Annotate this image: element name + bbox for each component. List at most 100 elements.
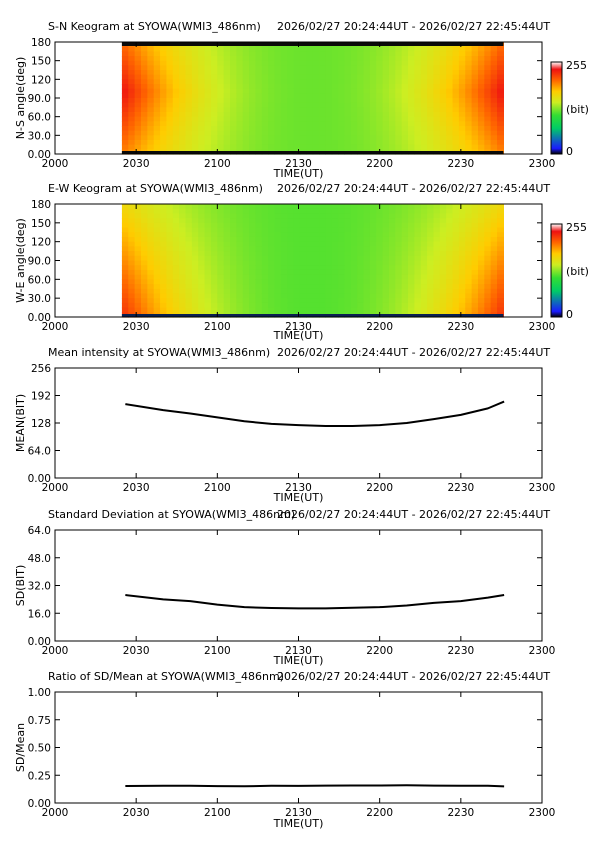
- keogram-cell: [140, 213, 148, 219]
- y-tick-label: 48.0: [28, 553, 51, 565]
- keogram-cell: [287, 126, 295, 132]
- keogram-cell: [331, 112, 339, 118]
- keogram-cell: [204, 102, 212, 108]
- keogram-cell: [452, 116, 460, 122]
- keogram-cell: [299, 241, 307, 247]
- keogram-cell: [134, 279, 142, 285]
- keogram-cell: [249, 102, 257, 108]
- keogram-cell: [121, 241, 129, 247]
- keogram-cell: [344, 79, 352, 85]
- keogram-cell: [465, 265, 473, 271]
- keogram-cell: [185, 298, 193, 304]
- keogram-cell: [242, 227, 250, 233]
- keogram-cell: [140, 302, 148, 309]
- keogram-cell: [299, 88, 307, 94]
- keogram-cell: [204, 232, 212, 238]
- keogram-cell: [166, 232, 174, 238]
- keogram-cell: [191, 74, 199, 80]
- keogram-cell: [452, 218, 460, 224]
- keogram-cell: [198, 227, 206, 233]
- keogram-cell: [242, 260, 250, 266]
- keogram-cell: [121, 98, 129, 104]
- keogram-cell: [242, 65, 250, 71]
- x-tick-label: 2030: [123, 158, 150, 170]
- keogram-cell: [121, 232, 129, 238]
- keogram-cell: [204, 135, 212, 141]
- keogram-cell: [477, 79, 485, 85]
- keogram-cell: [350, 227, 358, 233]
- keogram-cell: [452, 269, 460, 276]
- keogram-cell: [420, 232, 428, 238]
- keogram-cell: [236, 222, 244, 229]
- keogram-cell: [414, 107, 422, 113]
- x-axis-ticks: 2000 2030 2100 2130 2200 2230 2300: [42, 692, 555, 819]
- keogram-cell: [249, 130, 257, 136]
- keogram-cell: [210, 208, 218, 215]
- keogram-cell: [452, 255, 460, 262]
- keogram-cell: [166, 204, 174, 210]
- keogram-cell: [433, 140, 441, 146]
- keogram-cell: [261, 222, 269, 229]
- keogram-cell: [338, 279, 346, 285]
- keogram-cell: [198, 279, 206, 285]
- keogram-cell: [357, 260, 365, 266]
- keogram-cell: [160, 112, 168, 118]
- keogram-cell: [128, 93, 136, 99]
- keogram-cell: [217, 98, 225, 104]
- keogram-cell: [293, 269, 301, 276]
- keogram-cell: [382, 144, 390, 150]
- keogram-cell: [121, 65, 129, 71]
- keogram-cell: [306, 98, 314, 104]
- keogram-cell: [427, 116, 435, 122]
- keogram-cell: [249, 288, 257, 295]
- keogram-cell: [293, 65, 301, 71]
- keogram-cell: [198, 260, 206, 266]
- keogram-cell: [280, 140, 288, 146]
- keogram-cell: [477, 241, 485, 247]
- keogram-cell: [134, 116, 142, 122]
- keogram-cell: [230, 121, 237, 127]
- keogram-cell: [497, 144, 504, 150]
- keogram-cell: [147, 232, 155, 238]
- keogram-cell: [408, 140, 415, 146]
- keogram-cell: [420, 65, 428, 71]
- keogram-cell: [261, 251, 269, 257]
- keogram-cell: [369, 208, 377, 215]
- keogram-cell: [198, 274, 206, 280]
- keogram-cell: [147, 60, 155, 66]
- keogram-cell: [363, 213, 371, 219]
- keogram-cell: [140, 265, 148, 271]
- keogram-cell: [147, 213, 155, 219]
- keogram-cell: [121, 93, 129, 99]
- keogram-cell: [179, 274, 187, 280]
- keogram-cell: [376, 135, 384, 141]
- keogram-cell: [433, 208, 441, 215]
- keogram-cell: [363, 144, 371, 150]
- keogram-cell: [128, 284, 136, 290]
- keogram-cell: [280, 246, 288, 252]
- keogram-cell: [217, 246, 225, 252]
- keogram-cell: [477, 51, 485, 57]
- keogram-cell: [497, 107, 504, 113]
- keogram-cell: [312, 74, 320, 80]
- keogram-cell: [204, 288, 212, 295]
- keogram-cell: [376, 46, 384, 52]
- keogram-cell: [401, 269, 409, 276]
- keogram-cell: [255, 98, 263, 104]
- keogram-cell: [147, 274, 155, 280]
- keogram-cell: [128, 232, 136, 238]
- keogram-cell: [153, 70, 161, 76]
- keogram-cell: [369, 116, 377, 122]
- keogram-cell: [261, 236, 269, 243]
- keogram-cell: [128, 265, 136, 271]
- keogram-cell: [446, 65, 454, 71]
- keogram-cell: [306, 227, 314, 233]
- y-axis-label: W-E angle(deg): [14, 218, 27, 303]
- keogram-cell: [376, 74, 384, 80]
- keogram-cell: [401, 51, 409, 57]
- keogram-cell: [344, 65, 352, 71]
- keogram-cell: [179, 102, 187, 108]
- keogram-cell: [376, 51, 384, 57]
- keogram-cell: [484, 88, 492, 94]
- keogram-cell: [185, 140, 193, 146]
